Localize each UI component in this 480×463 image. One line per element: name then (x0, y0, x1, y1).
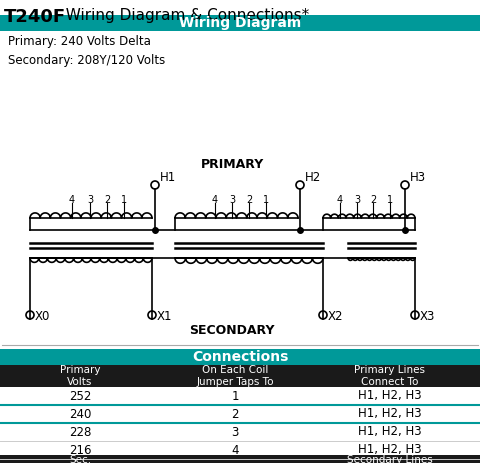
Text: Wiring Diagram: Wiring Diagram (179, 16, 301, 30)
Text: H1: H1 (160, 171, 176, 184)
Text: Primary: 240 Volts Delta
Secondary: 208Y/120 Volts: Primary: 240 Volts Delta Secondary: 208Y… (8, 35, 165, 67)
Text: H3: H3 (410, 171, 426, 184)
Text: PRIMARY: PRIMARY (200, 158, 264, 171)
Text: 3: 3 (354, 195, 360, 205)
Text: 1: 1 (121, 195, 127, 205)
FancyBboxPatch shape (0, 15, 480, 31)
Text: X3: X3 (420, 309, 435, 323)
Text: Primary
Volts: Primary Volts (60, 365, 100, 387)
Text: T240F: T240F (4, 8, 66, 26)
Text: 3: 3 (231, 425, 239, 438)
Text: 3: 3 (229, 195, 235, 205)
FancyBboxPatch shape (0, 349, 480, 365)
Text: 2: 2 (104, 195, 110, 205)
Text: 2: 2 (231, 407, 239, 420)
Text: 1: 1 (263, 195, 269, 205)
Text: 2: 2 (370, 195, 376, 205)
Text: 240: 240 (69, 407, 91, 420)
Text: 2: 2 (246, 195, 252, 205)
Text: 252: 252 (69, 389, 91, 402)
Text: H1, H2, H3: H1, H2, H3 (358, 389, 422, 402)
Text: 1: 1 (387, 195, 393, 205)
Text: 228: 228 (69, 425, 91, 438)
Text: 3: 3 (87, 195, 93, 205)
Text: Connections: Connections (192, 350, 288, 364)
Text: H2: H2 (305, 171, 321, 184)
Text: 4: 4 (337, 195, 343, 205)
Text: Secondary Lines
Connect To: Secondary Lines Connect To (347, 455, 433, 463)
Text: On Each Coil
Jumper Taps To: On Each Coil Jumper Taps To (196, 365, 274, 387)
FancyBboxPatch shape (0, 365, 480, 387)
Text: X0: X0 (35, 309, 50, 323)
FancyBboxPatch shape (0, 441, 480, 459)
FancyBboxPatch shape (0, 423, 480, 441)
FancyBboxPatch shape (0, 387, 480, 405)
FancyBboxPatch shape (0, 405, 480, 423)
Text: H1, H2, H3: H1, H2, H3 (358, 407, 422, 420)
Text: Wiring Diagram & Connections*: Wiring Diagram & Connections* (56, 8, 309, 23)
Text: 4: 4 (231, 444, 239, 457)
Text: Sec.
Volts: Sec. Volts (67, 455, 93, 463)
FancyBboxPatch shape (0, 455, 480, 463)
Text: H1, H2, H3: H1, H2, H3 (358, 425, 422, 438)
Text: H1, H2, H3: H1, H2, H3 (358, 444, 422, 457)
Text: Primary Lines
Connect To: Primary Lines Connect To (355, 365, 425, 387)
Text: 1: 1 (231, 389, 239, 402)
Text: X2: X2 (328, 309, 344, 323)
Text: 4: 4 (212, 195, 218, 205)
Text: 4: 4 (69, 195, 75, 205)
Text: 216: 216 (69, 444, 91, 457)
Text: SECONDARY: SECONDARY (189, 324, 275, 337)
Text: X1: X1 (157, 309, 172, 323)
